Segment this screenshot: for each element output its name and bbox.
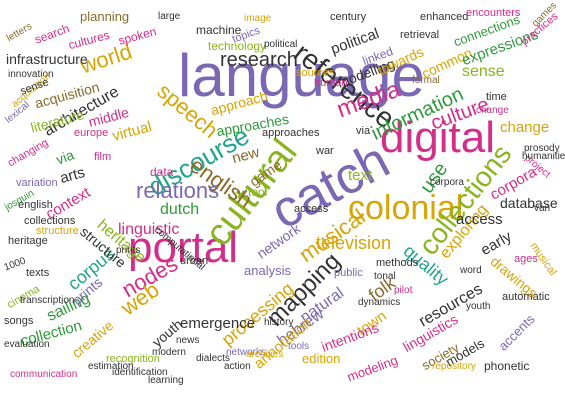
- word-analyzing: europe: [74, 127, 109, 139]
- word-approaches: change: [476, 105, 509, 116]
- word-social: television: [316, 233, 392, 253]
- word-collection: news: [176, 335, 200, 346]
- word-prints: tonal: [374, 271, 396, 282]
- word-tools: networks: [226, 347, 267, 358]
- word-data: relations: [136, 178, 220, 203]
- word-using: collections: [24, 215, 76, 227]
- word-spoken: spoken: [116, 24, 158, 48]
- word-digital: digital: [380, 113, 495, 162]
- word-society: recognition: [106, 353, 160, 365]
- word-arts: tool: [248, 185, 268, 199]
- word-transcription: songs: [4, 315, 34, 327]
- word-models: action: [224, 361, 251, 372]
- word-emergence: edition: [302, 351, 341, 366]
- word-machine: machine: [196, 23, 242, 37]
- word-planning: planning: [80, 9, 130, 24]
- word-repository: phonetic: [484, 359, 530, 373]
- word-variation: arts: [58, 164, 87, 187]
- word-infrastructure: infrastructure: [6, 51, 88, 67]
- word-new: data: [150, 165, 174, 179]
- word-portal: ages: [514, 253, 538, 265]
- word-texts: analysis: [244, 263, 291, 278]
- word-nodes: prints: [116, 245, 141, 256]
- word-project: text: [348, 167, 373, 184]
- word-image: image: [244, 13, 272, 24]
- word-songs: modern: [152, 347, 186, 358]
- word-film: film: [94, 151, 112, 163]
- word-discourse: via: [53, 146, 77, 168]
- word-tool: war: [316, 145, 334, 157]
- word-networks: accents: [495, 311, 538, 354]
- word-web: public: [334, 267, 363, 279]
- word-josquin: corpora: [430, 177, 464, 188]
- word-encounters: encounters: [466, 7, 521, 19]
- word-world: technology: [208, 39, 267, 53]
- word-creative: archives: [246, 349, 284, 360]
- word-reading: variation: [16, 177, 58, 189]
- word-century: century: [330, 11, 367, 23]
- word-edition: tools: [288, 341, 310, 352]
- word-formal: formal: [412, 75, 440, 86]
- word-changing: changing: [5, 136, 51, 170]
- word-urban: methods: [376, 257, 419, 269]
- word-prosody: prosody: [524, 143, 560, 154]
- word-european: research: [220, 49, 298, 71]
- word-time: time: [486, 91, 507, 103]
- word-linked: sense: [462, 63, 505, 80]
- word-history: emergence: [180, 315, 256, 332]
- word-identification: learning: [148, 375, 184, 386]
- word-change: change: [500, 119, 550, 136]
- word-tonal: word: [460, 265, 482, 276]
- word-online: english: [18, 199, 53, 211]
- word-topics: political: [264, 39, 298, 50]
- word-action: estimation: [88, 361, 134, 372]
- word-catch: colonial: [348, 189, 464, 227]
- word-human: human: [314, 77, 348, 89]
- word-english: access: [456, 211, 503, 228]
- word-intentions: evaluation: [4, 339, 50, 350]
- word-drawings: 1000: [2, 255, 28, 274]
- word-folk: dynamics: [358, 297, 401, 308]
- word-via: via: [356, 125, 371, 137]
- word-database: linguistic: [118, 221, 180, 238]
- word-estimation: communication: [10, 369, 78, 380]
- word-enhanced: enhanced: [420, 11, 469, 23]
- word-search: search: [32, 21, 72, 47]
- word-lexical: lexical: [3, 99, 32, 126]
- word-context: dutch: [160, 201, 200, 218]
- word-retrieval: retrieval: [400, 29, 440, 41]
- word-cinema: pilot: [394, 285, 413, 296]
- word-colonial: database: [500, 195, 558, 211]
- word-letters: letters: [4, 20, 34, 45]
- word-pilot: transcription: [20, 295, 75, 306]
- word-heritage: portal: [128, 223, 239, 272]
- word-language: language: [178, 42, 425, 109]
- word-exploring: heritage: [8, 235, 48, 247]
- word-recognition: modeling: [345, 352, 400, 385]
- word-word: automatic: [502, 291, 550, 303]
- word-van: network: [253, 220, 304, 262]
- word-television: structure: [36, 225, 79, 237]
- word-game: humanities: [522, 151, 565, 162]
- word-case: van: [534, 203, 551, 214]
- word-hebrew: intentions: [319, 319, 381, 355]
- word-modeling: identification: [112, 367, 168, 378]
- word-accents: dialects: [196, 353, 230, 364]
- word-ages: urban: [180, 255, 209, 267]
- word-youth: history: [264, 317, 294, 328]
- word-sailing: youth: [466, 301, 491, 312]
- word-virtual: approaches: [262, 127, 320, 139]
- word-innovation: innovation: [8, 69, 54, 80]
- word-dialects: repository: [432, 361, 476, 372]
- word-large: large: [158, 11, 181, 22]
- word-use: access: [294, 203, 329, 215]
- word-sources: sources: [296, 67, 335, 79]
- word-musical: texts: [26, 267, 50, 279]
